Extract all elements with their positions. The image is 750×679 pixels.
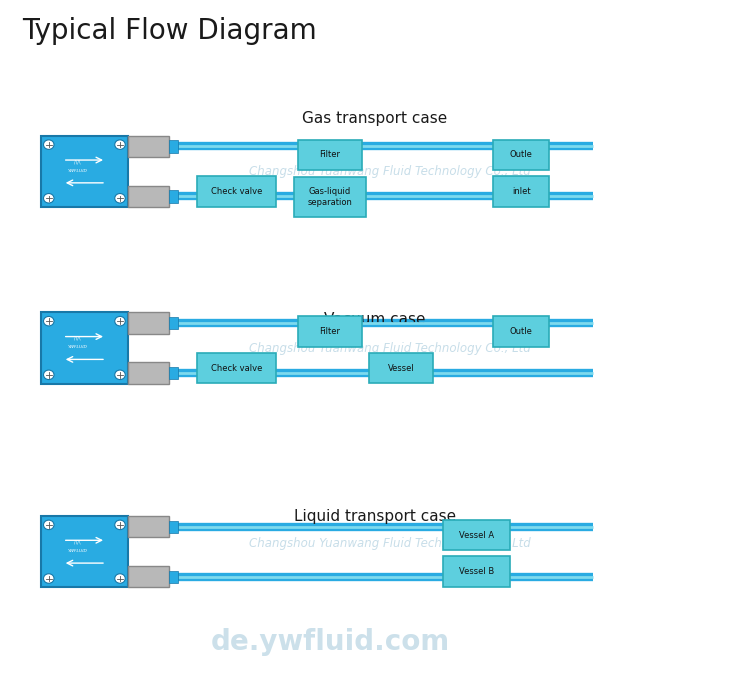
Circle shape bbox=[44, 574, 54, 583]
Text: YWFLUID: YWFLUID bbox=[68, 168, 88, 172]
Circle shape bbox=[44, 140, 54, 149]
Text: Outle: Outle bbox=[510, 327, 532, 336]
FancyBboxPatch shape bbox=[128, 136, 169, 157]
Text: de.ywfluid.com: de.ywfluid.com bbox=[210, 627, 450, 656]
FancyBboxPatch shape bbox=[128, 312, 169, 333]
Text: Filter: Filter bbox=[320, 150, 340, 160]
Text: Check valve: Check valve bbox=[211, 187, 262, 196]
Text: Changshou Yuanwang Fluid Technology Co., Ltd: Changshou Yuanwang Fluid Technology Co.,… bbox=[249, 164, 531, 178]
FancyBboxPatch shape bbox=[169, 521, 178, 533]
FancyBboxPatch shape bbox=[128, 363, 169, 384]
Text: Changshou Yuanwang Fluid Technology Co., Ltd: Changshou Yuanwang Fluid Technology Co.,… bbox=[249, 536, 531, 550]
Text: Changshou Yuanwang Fluid Technology Co., Ltd: Changshou Yuanwang Fluid Technology Co.,… bbox=[249, 342, 531, 355]
Text: Vessel A: Vessel A bbox=[459, 530, 494, 540]
FancyBboxPatch shape bbox=[128, 566, 169, 587]
Text: YWFLUID: YWFLUID bbox=[68, 345, 88, 349]
FancyBboxPatch shape bbox=[41, 136, 128, 207]
FancyBboxPatch shape bbox=[494, 176, 549, 206]
Text: /\/\: /\/\ bbox=[74, 540, 81, 545]
Circle shape bbox=[115, 370, 125, 380]
Circle shape bbox=[44, 194, 54, 203]
Text: Gas-liquid
separation: Gas-liquid separation bbox=[308, 187, 352, 207]
Circle shape bbox=[115, 194, 125, 203]
Text: Gas transport case: Gas transport case bbox=[302, 111, 448, 126]
Text: /\/\: /\/\ bbox=[74, 336, 81, 341]
FancyBboxPatch shape bbox=[442, 520, 510, 550]
Text: Vessel: Vessel bbox=[388, 363, 415, 373]
FancyBboxPatch shape bbox=[196, 353, 276, 383]
Text: YWFLUID: YWFLUID bbox=[68, 549, 88, 553]
FancyBboxPatch shape bbox=[169, 570, 178, 583]
Text: Filter: Filter bbox=[320, 327, 340, 336]
Circle shape bbox=[115, 520, 125, 530]
FancyBboxPatch shape bbox=[169, 190, 178, 202]
Circle shape bbox=[115, 316, 125, 326]
FancyBboxPatch shape bbox=[298, 140, 362, 170]
Circle shape bbox=[44, 370, 54, 380]
FancyBboxPatch shape bbox=[128, 186, 169, 207]
FancyBboxPatch shape bbox=[169, 141, 178, 153]
FancyBboxPatch shape bbox=[41, 312, 128, 384]
FancyBboxPatch shape bbox=[128, 516, 169, 538]
Text: Vacuum case: Vacuum case bbox=[324, 312, 426, 327]
Text: Liquid transport case: Liquid transport case bbox=[294, 509, 456, 524]
FancyBboxPatch shape bbox=[169, 367, 178, 379]
Circle shape bbox=[115, 140, 125, 149]
FancyBboxPatch shape bbox=[494, 316, 549, 346]
Text: Vessel B: Vessel B bbox=[458, 567, 494, 576]
FancyBboxPatch shape bbox=[41, 516, 128, 587]
Text: Check valve: Check valve bbox=[211, 363, 262, 373]
FancyBboxPatch shape bbox=[442, 557, 510, 587]
FancyBboxPatch shape bbox=[494, 140, 549, 170]
Text: /\/\: /\/\ bbox=[74, 160, 81, 164]
Circle shape bbox=[44, 316, 54, 326]
FancyBboxPatch shape bbox=[294, 177, 366, 217]
Text: Outle: Outle bbox=[510, 150, 532, 160]
Circle shape bbox=[44, 520, 54, 530]
Circle shape bbox=[115, 574, 125, 583]
FancyBboxPatch shape bbox=[196, 176, 276, 206]
FancyBboxPatch shape bbox=[370, 353, 434, 383]
Text: inlet: inlet bbox=[512, 187, 530, 196]
FancyBboxPatch shape bbox=[169, 317, 178, 329]
FancyBboxPatch shape bbox=[298, 316, 362, 346]
Text: Typical Flow Diagram: Typical Flow Diagram bbox=[22, 17, 317, 45]
